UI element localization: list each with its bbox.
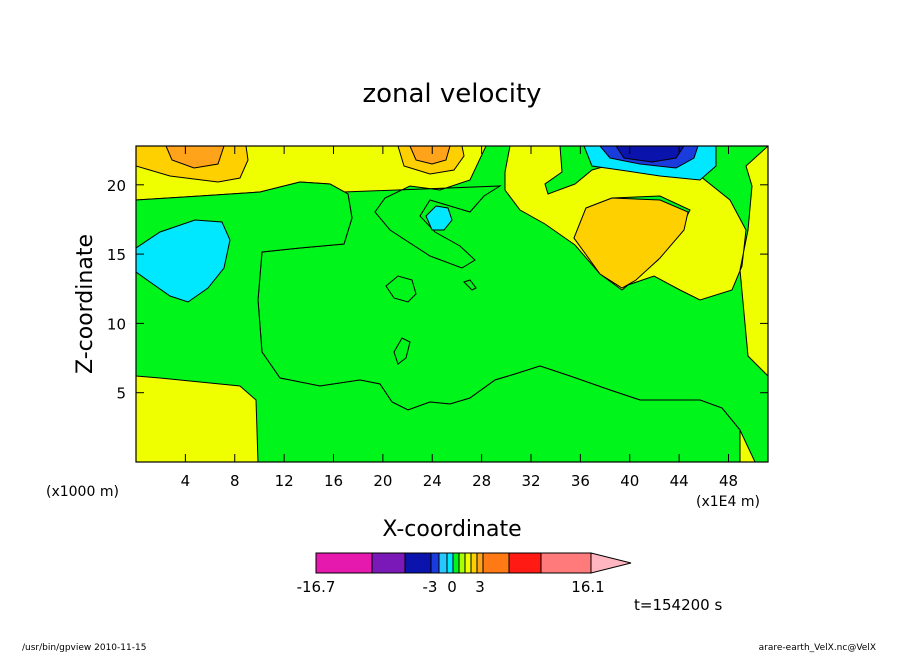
x-tick-label: 48 — [719, 472, 738, 490]
colorbar-label: 3 — [475, 578, 485, 596]
colorbar-segment — [470, 552, 478, 574]
field-green-island-1 — [385, 275, 417, 303]
x-tick-label: 32 — [521, 472, 540, 490]
y-tick-label: 10 — [107, 315, 126, 333]
x-axis-label: X-coordinate — [382, 517, 521, 542]
x-tick-label: 8 — [230, 472, 240, 490]
colorbar-segment — [404, 552, 432, 574]
colorbar-segment — [540, 552, 592, 574]
colorbar-segment — [438, 552, 448, 574]
x-tick-label: 4 — [181, 472, 191, 490]
colorbar-segment — [452, 552, 460, 574]
colorbar-segment — [508, 552, 542, 574]
time-label: t=154200 s — [634, 596, 722, 614]
y-unit-note: (x1000 m) — [46, 484, 119, 500]
field-green-island-3 — [463, 279, 477, 291]
colorbar-segment — [315, 552, 373, 574]
colorbar-segment — [446, 552, 454, 574]
field-orange-top-1b — [165, 146, 225, 169]
colorbar-segment — [430, 552, 440, 574]
field-green-lower — [136, 181, 741, 462]
colorbar-extension — [590, 552, 632, 574]
y-tick-label: 20 — [107, 177, 126, 195]
field-orange-right — [573, 197, 689, 289]
x-ticks: 4 8 12 16 20 24 28 32 36 40 44 48 — [181, 146, 738, 490]
field-darkblue-top-right — [615, 146, 685, 163]
y-ticks: 5 10 15 20 — [107, 177, 768, 403]
colorbar-segment — [464, 552, 472, 574]
x-tick-label: 28 — [472, 472, 491, 490]
field-cyan-small — [425, 205, 453, 231]
colorbar-segment — [371, 552, 406, 574]
x-tick-label: 24 — [423, 472, 442, 490]
colorbar-segment — [476, 552, 484, 574]
chart-title: zonal velocity — [362, 79, 541, 109]
footer-left: /usr/bin/gpview 2010-11-15 — [22, 643, 146, 653]
plot-frame — [135, 145, 769, 463]
x-tick-label: 36 — [571, 472, 590, 490]
y-tick-label: 5 — [116, 385, 126, 403]
x-tick-label: 40 — [620, 472, 639, 490]
y-axis-label: Z-coordinate — [73, 234, 98, 374]
footer-right: arare-earth_VelX.nc@VelX — [759, 643, 876, 653]
colorbar-segment — [458, 552, 466, 574]
x-tick-label: 20 — [373, 472, 392, 490]
colorbar-label: -3 — [423, 578, 438, 596]
x-tick-label: 12 — [275, 472, 294, 490]
x-tick-label: 44 — [670, 472, 689, 490]
field-orange-top-2b — [409, 146, 451, 165]
y-tick-label: 15 — [107, 246, 126, 264]
colorbar-segment — [482, 552, 510, 574]
colorbar-labels: -16.7 -3 0 3 16.1 — [297, 578, 605, 596]
colorbar-label: 16.1 — [571, 578, 604, 596]
field-green-island-2 — [393, 337, 411, 365]
x-tick-label: 16 — [324, 472, 343, 490]
colorbar-label: -16.7 — [297, 578, 336, 596]
field-cyan-left — [136, 219, 231, 303]
x-unit-note: (x1E4 m) — [696, 494, 760, 510]
colorbar — [315, 552, 632, 574]
colorbar-label: 0 — [447, 578, 457, 596]
